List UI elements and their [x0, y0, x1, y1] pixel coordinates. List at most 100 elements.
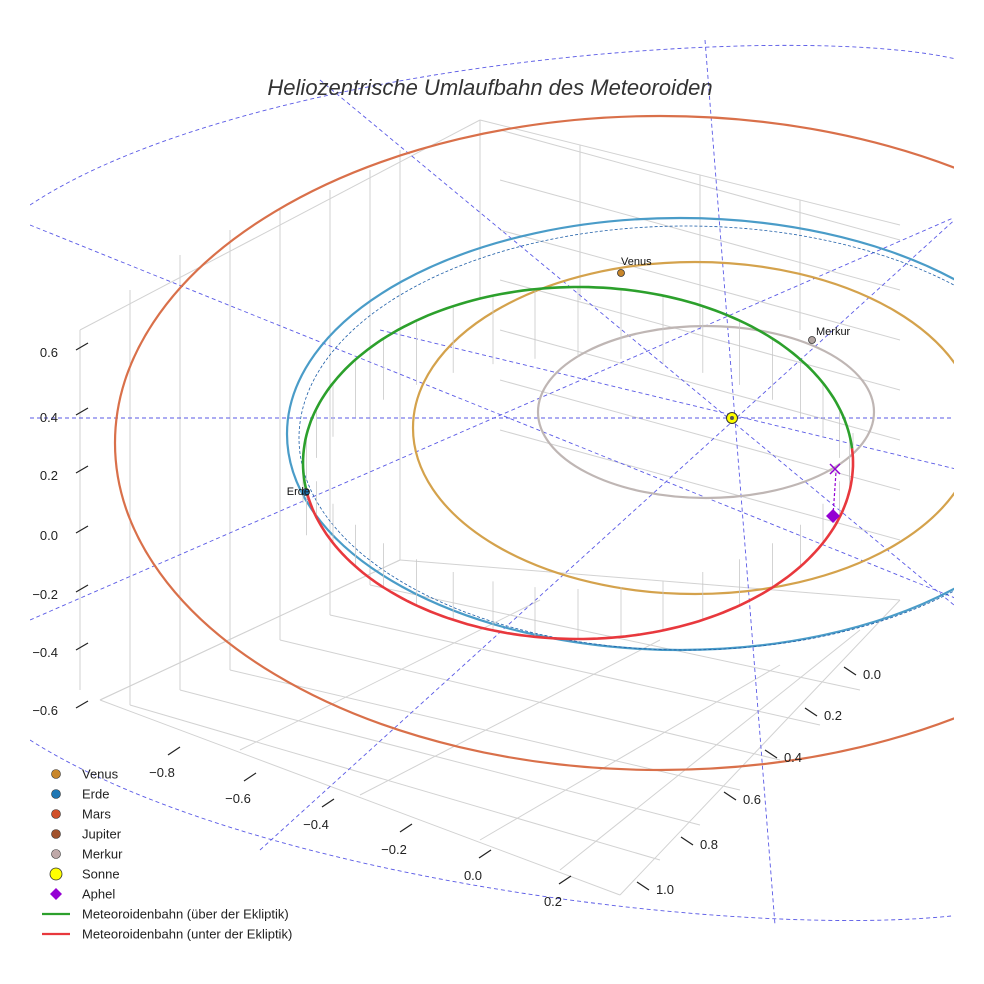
- z-tick-label: 0.0: [40, 528, 58, 543]
- grid-line: [129, 704, 661, 861]
- z-tick-mark: [75, 342, 89, 351]
- z-tick-label: −0.2: [32, 587, 58, 602]
- aphel-projection-x: [829, 463, 841, 475]
- guide-line: [379, 329, 954, 470]
- label-venus: Venus: [621, 256, 652, 268]
- legend-label: Sonne: [82, 867, 120, 882]
- x-tick-label: 0.2: [544, 894, 562, 909]
- y-tick-label: 0.4: [784, 750, 802, 765]
- z-tick-mark: [75, 525, 89, 534]
- legend-label: Erde: [82, 787, 109, 802]
- orbit-mars: [114, 114, 954, 772]
- label-erde: Erde: [287, 486, 310, 498]
- aphel-marker: [826, 463, 841, 523]
- guide-line: [30, 224, 954, 599]
- legend-marker: [51, 829, 61, 839]
- guide-line: [704, 39, 776, 926]
- x-tick-mark: [167, 746, 181, 756]
- legend-label: Venus: [82, 767, 119, 782]
- grid-line: [399, 559, 901, 601]
- y-tick-mark: [723, 791, 737, 801]
- x-tick-label: −0.2: [381, 842, 407, 857]
- grid-line: [479, 664, 781, 841]
- chart-title: Heliozentrische Umlaufbahn des Meteoroid…: [267, 75, 712, 100]
- y-tick-label: 0.6: [743, 792, 761, 807]
- dashed-guides: [30, 39, 954, 926]
- x-tick-mark: [478, 849, 492, 859]
- legend-label: Meteoroidenbahn (unter der Ekliptik): [82, 927, 292, 942]
- z-tick-mark: [75, 407, 89, 416]
- y-tick-mark: [636, 881, 650, 891]
- z-tick-mark: [75, 700, 89, 709]
- x-tick-mark: [243, 772, 257, 782]
- grid-line: [479, 119, 901, 226]
- meteoroid-orbit-lower: [305, 448, 855, 641]
- grid-line: [179, 689, 701, 826]
- legend-label: Aphel: [82, 887, 115, 902]
- z-tick-label: 0.4: [40, 410, 58, 425]
- grid-line: [499, 279, 901, 391]
- legend-label: Meteoroidenbahn (über der Ekliptik): [82, 907, 289, 922]
- guide-line: [259, 219, 954, 851]
- orbit-erde-shadow: [298, 225, 954, 651]
- grid-line: [79, 119, 481, 331]
- legend-marker: [51, 769, 61, 779]
- y-tick-label: 0.2: [824, 708, 842, 723]
- orbit-merkur: [536, 324, 876, 500]
- x-tick-label: 0.0: [464, 868, 482, 883]
- legend-marker: [51, 809, 61, 819]
- x-tick-label: −0.8: [149, 765, 175, 780]
- x-tick-label: −0.6: [225, 791, 251, 806]
- z-tick-label: −0.6: [32, 703, 58, 718]
- y-tick-label: 0.0: [863, 667, 881, 682]
- x-tick-mark: [399, 823, 413, 833]
- legend-label: Mars: [82, 807, 111, 822]
- body-venus: [617, 269, 625, 277]
- celestial-ellipse-upper: [30, 44, 954, 206]
- grid-line: [99, 699, 621, 896]
- body-merkur: [808, 336, 816, 344]
- x-tick-label: −0.4: [303, 817, 329, 832]
- grid-line: [329, 614, 821, 726]
- axis-tick-labels: 0.6 0.4 0.2 0.0 −0.2 −0.4 −0.6 −0.8 −0.6 −0.4 −0.2…: [32, 345, 881, 909]
- y-tick-label: 0.8: [700, 837, 718, 852]
- y-tick-label: 1.0: [656, 882, 674, 897]
- grid-line: [499, 329, 901, 441]
- grid-line: [619, 599, 901, 896]
- planet-orbits: [114, 114, 954, 772]
- legend-label: Merkur: [82, 847, 123, 862]
- box-grid: [79, 119, 901, 896]
- body-erde: [302, 488, 310, 496]
- aphel-diamond: [826, 509, 840, 523]
- grid-line: [99, 559, 401, 701]
- legend-marker: [51, 789, 61, 799]
- x-tick-mark: [558, 875, 572, 885]
- z-tick-mark: [75, 642, 89, 651]
- z-tick-mark: [75, 584, 89, 593]
- y-tick-mark: [680, 836, 694, 846]
- body-sonne-core: [730, 416, 734, 420]
- y-tick-mark: [764, 749, 778, 759]
- grid-line: [279, 639, 781, 761]
- label-merkur: Merkur: [816, 326, 851, 338]
- meteoroid-droplines: [302, 287, 854, 639]
- legend-label: Jupiter: [82, 827, 122, 842]
- aphel-dropline: [832, 471, 837, 517]
- z-tick-label: 0.6: [40, 345, 58, 360]
- guide-line: [30, 217, 954, 621]
- z-tick-label: −0.4: [32, 645, 58, 660]
- x-tick-mark: [321, 798, 335, 808]
- legend-marker: [51, 849, 61, 859]
- z-tick-label: 0.2: [40, 468, 58, 483]
- grid-line: [359, 639, 661, 796]
- y-tick-mark: [804, 707, 818, 717]
- grid-line: [239, 599, 541, 751]
- y-tick-mark: [843, 666, 857, 676]
- bodies: Venus Erde Merkur: [287, 256, 851, 498]
- axis-tick-marks: [75, 342, 857, 891]
- legend: Venus Erde Mars Jupiter Merkur Sonne Aphel Mete…: [42, 767, 292, 942]
- legend-marker: [49, 867, 63, 881]
- legend-marker: [50, 888, 62, 900]
- z-tick-mark: [75, 465, 89, 474]
